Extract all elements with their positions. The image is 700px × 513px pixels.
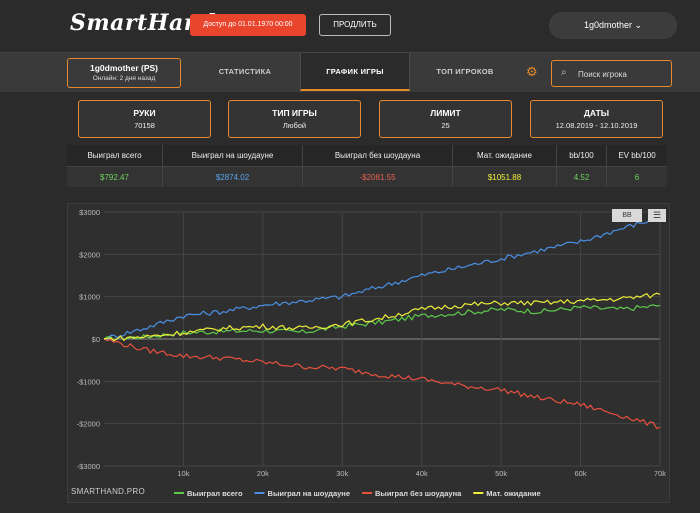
player-info: 1g0dmother (PS) Онлайн: 2 дня назад — [67, 58, 181, 88]
legend-label: Выиграл на шоудауне — [268, 489, 350, 498]
x-tick-label: 10k — [177, 469, 189, 478]
stats-value-ev: $1051.88 — [453, 167, 557, 187]
y-tick-label: -$2000 — [77, 420, 100, 429]
y-tick-label: $3000 — [79, 208, 100, 217]
game-graph-chart: $3000 $2000 $1000 $0 -$1000 -$2000 -$3000 10k 20… — [67, 203, 670, 503]
filter-dates-label: ДАТЫ — [583, 108, 610, 118]
search-input[interactable] — [578, 66, 668, 82]
stats-header-ev: Мат. ожидание — [453, 145, 557, 166]
y-tick-label: -$3000 — [77, 462, 100, 471]
legend-label: Выиграл всего — [187, 489, 243, 498]
stats-value-won-total: $792.47 — [67, 167, 163, 187]
player-online-status: Онлайн: 2 дня назад — [92, 75, 156, 82]
filter-game-type[interactable]: ТИП ИГРЫ Любой — [228, 100, 361, 138]
stats-table: Выиграл всего Выиграл на шоудауне Выигра… — [67, 145, 667, 187]
y-tick-label: $2000 — [79, 250, 100, 259]
filter-limit-label: ЛИМИТ — [430, 108, 461, 118]
player-name: 1g0dmother (PS) — [89, 63, 158, 73]
filter-dates-value: 12.08.2019 - 12.10.2019 — [555, 121, 638, 130]
filter-game-type-value: Любой — [282, 121, 307, 130]
stats-value-ev-bb100: 6 — [634, 173, 640, 182]
stats-value-bb100: 4.52 — [557, 167, 607, 187]
user-menu-button[interactable]: 1g0dmother ⌄ — [549, 12, 677, 39]
stats-value-won-non-showdown: -$2081.55 — [303, 167, 453, 187]
player-search[interactable]: ⌕ — [551, 60, 672, 87]
x-tick-label: 30k — [336, 469, 348, 478]
filter-hands-label: РУКИ — [133, 108, 156, 118]
x-tick-label: 60k — [575, 469, 587, 478]
stats-header-bb100: bb/100 — [557, 145, 607, 166]
gear-icon[interactable]: ⚙ — [526, 64, 538, 79]
access-badge: Доступ до 01.01.1970 00:00 — [190, 14, 306, 36]
y-tick-label: $0 — [92, 335, 100, 344]
renew-button[interactable]: ПРОДЛИТЬ — [319, 14, 391, 36]
filter-game-type-label: ТИП ИГРЫ — [272, 108, 317, 118]
stats-value-won-showdown: $2874.02 — [163, 167, 303, 187]
filter-dates[interactable]: ДАТЫ 12.08.2019 - 12.10.2019 — [530, 100, 663, 138]
chart-svg: $3000 $2000 $1000 $0 -$1000 -$2000 -$3000 10k 20… — [77, 208, 667, 498]
x-tick-label: 50k — [495, 469, 507, 478]
search-icon: ⌕ — [561, 67, 567, 78]
filter-hands[interactable]: РУКИ 70158 — [78, 100, 211, 138]
x-tick-label: 40k — [416, 469, 428, 478]
tab-top-players[interactable]: ТОП ИГРОКОВ — [436, 67, 494, 76]
bb-toggle-button[interactable]: BB — [612, 209, 642, 222]
filter-limit[interactable]: ЛИМИТ 25 — [379, 100, 512, 138]
y-tick-label: -$1000 — [77, 377, 100, 386]
stats-header-ev-bb100: EV bb/100 — [618, 151, 656, 160]
legend-label: Мат. ожидание — [486, 489, 540, 498]
x-tick-label: 70k — [654, 469, 666, 478]
stats-value-row: $792.47 $2874.02 -$2081.55 $1051.88 4.52… — [67, 166, 667, 187]
menu-icon[interactable]: ☰ — [648, 209, 666, 222]
x-tick-label: 20k — [257, 469, 269, 478]
stats-header-row: Выиграл всего Выиграл на шоудауне Выигра… — [67, 145, 667, 166]
stats-header-won-non-showdown: Выиграл без шоудауна — [303, 145, 453, 166]
series-line — [103, 292, 661, 342]
stats-header-won-total: Выиграл всего — [67, 145, 163, 166]
stats-header-won-showdown: Выиграл на шоудауне — [163, 145, 303, 166]
smarthand-pro-brand: SMARTHAND.PRO — [71, 487, 145, 496]
series-line — [103, 216, 661, 341]
tab-statistics[interactable]: СТАТИСТИКА — [218, 67, 272, 76]
series-line — [103, 304, 661, 342]
legend-label: Выиграл без шоудауна — [375, 489, 462, 498]
filter-limit-value: 25 — [441, 121, 450, 130]
filter-hands-value: 70158 — [134, 121, 155, 130]
tab-game-graph[interactable]: ГРАФИК ИГРЫ — [300, 53, 410, 91]
y-tick-label: $1000 — [79, 293, 100, 302]
series-line — [103, 338, 661, 430]
